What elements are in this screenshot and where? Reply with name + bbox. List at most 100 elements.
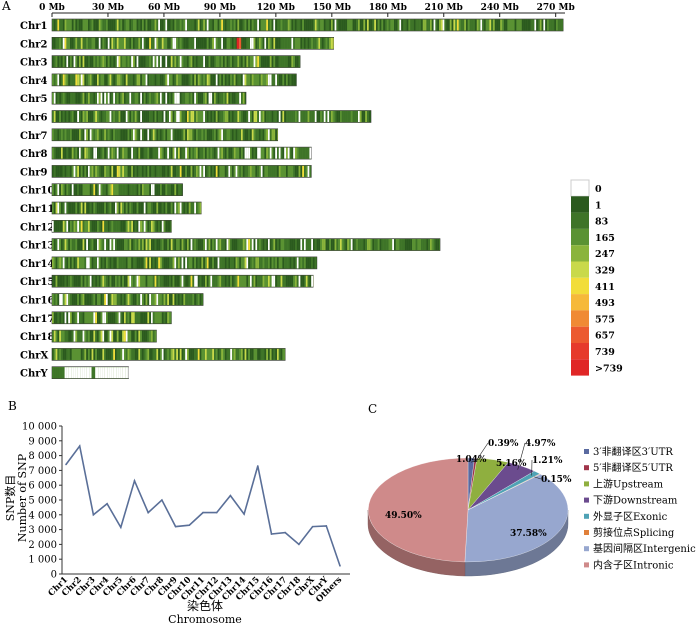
- density-bin: [183, 166, 185, 177]
- density-bin: [151, 166, 153, 177]
- density-bin: [128, 276, 130, 287]
- density-bin: [90, 166, 92, 177]
- density-bin: [284, 257, 286, 268]
- density-bin: [209, 111, 211, 122]
- density-bin: [239, 93, 241, 104]
- density-bin: [52, 349, 54, 360]
- density-bin: [371, 20, 373, 31]
- density-bin: [137, 20, 139, 31]
- density-bin: [158, 20, 160, 31]
- density-bin: [270, 38, 272, 49]
- density-bin: [180, 239, 182, 250]
- density-bin: [92, 74, 94, 85]
- density-bin: [462, 20, 464, 31]
- data-point: [93, 514, 95, 516]
- density-bin: [142, 129, 144, 140]
- density-bin: [146, 56, 148, 67]
- density-bin: [441, 20, 443, 31]
- density-bin: [194, 129, 196, 140]
- density-bin: [299, 56, 301, 67]
- density-bin: [119, 38, 121, 49]
- density-bin: [113, 312, 115, 323]
- density-bin: [162, 56, 164, 67]
- density-bin: [164, 276, 166, 287]
- density-bin: [56, 111, 58, 122]
- density-bin: [470, 20, 472, 31]
- density-bin: [173, 166, 175, 177]
- density-bin: [133, 129, 135, 140]
- density-bin: [257, 56, 259, 67]
- density-bin: [147, 74, 149, 85]
- density-bin: [299, 166, 301, 177]
- density-bin: [120, 56, 122, 67]
- density-bin: [52, 38, 54, 49]
- density-bin: [119, 184, 121, 195]
- density-bin: [93, 56, 95, 67]
- density-bin: [284, 56, 286, 67]
- density-bin: [59, 349, 61, 360]
- density-bin: [77, 221, 79, 232]
- density-bin: [194, 239, 196, 250]
- density-bin: [264, 148, 266, 159]
- density-bin: [529, 20, 531, 31]
- density-bin: [54, 276, 56, 287]
- density-bin: [266, 239, 268, 250]
- density-bin: [115, 276, 117, 287]
- density-bin: [192, 294, 194, 305]
- density-bin: [158, 38, 160, 49]
- density-bin: [221, 111, 223, 122]
- density-bin: [317, 38, 319, 49]
- density-bin: [93, 239, 95, 250]
- legend-label: 247: [595, 249, 615, 260]
- density-bin: [133, 257, 135, 268]
- density-bin: [108, 184, 110, 195]
- density-bin: [137, 184, 139, 195]
- density-bin: [84, 20, 86, 31]
- density-bin: [160, 257, 162, 268]
- density-bin: [108, 111, 110, 122]
- density-bin: [187, 93, 189, 104]
- density-bin: [212, 349, 214, 360]
- density-bin: [133, 184, 135, 195]
- density-bin: [142, 184, 144, 195]
- density-bin: [259, 129, 261, 140]
- density-bin: [234, 111, 236, 122]
- density-bin: [205, 129, 207, 140]
- density-bin: [92, 312, 94, 323]
- density-bin: [209, 166, 211, 177]
- density-bin: [200, 93, 202, 104]
- density-bin: [266, 148, 268, 159]
- density-bin: [57, 74, 59, 85]
- density-bin: [110, 56, 112, 67]
- density-bin: [437, 239, 439, 250]
- legend-label: 493: [595, 298, 615, 309]
- legend-swatch: [571, 310, 589, 326]
- density-bin: [219, 93, 221, 104]
- density-bin: [173, 38, 175, 49]
- x-tick-label: 30 Mb: [92, 3, 124, 13]
- density-bin: [169, 239, 171, 250]
- density-bin: [218, 111, 220, 122]
- density-bin: [165, 111, 167, 122]
- density-bin: [284, 74, 286, 85]
- density-bin: [108, 74, 110, 85]
- density-bin: [309, 111, 311, 122]
- density-bin: [221, 148, 223, 159]
- density-bin: [86, 184, 88, 195]
- density-bin: [210, 38, 212, 49]
- density-bin: [194, 148, 196, 159]
- density-bin: [149, 74, 151, 85]
- density-bin: [536, 20, 538, 31]
- density-bin: [119, 276, 121, 287]
- density-bin: [70, 239, 72, 250]
- density-bin: [106, 111, 108, 122]
- density-bin: [128, 20, 130, 31]
- density-bin: [173, 239, 175, 250]
- density-bin: [279, 56, 281, 67]
- density-bin: [110, 221, 112, 232]
- density-bin: [56, 257, 58, 268]
- density-bin: [97, 367, 99, 378]
- density-bin: [106, 38, 108, 49]
- density-bin: [113, 349, 115, 360]
- pie-legend: 3′非翻译区3′UTR5′非翻译区5′UTR上游Upstream下游Downst…: [584, 446, 696, 571]
